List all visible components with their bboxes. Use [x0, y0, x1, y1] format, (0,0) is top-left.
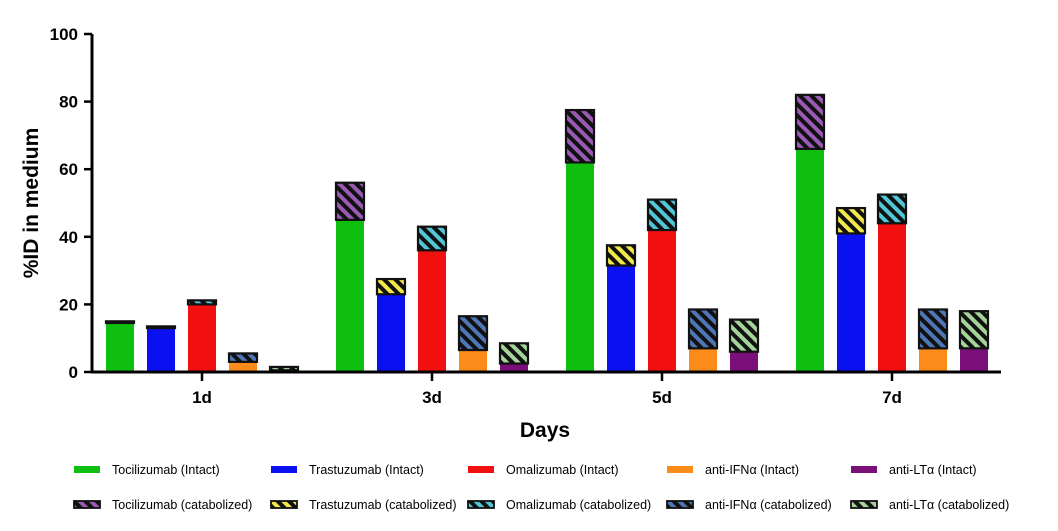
bar-intact-Tocilizumab-1d — [106, 322, 134, 372]
y-tick-label: 0 — [69, 363, 78, 382]
legend-swatch-intact — [271, 466, 297, 473]
legend-swatch-intact — [851, 466, 877, 473]
bar-catabolized-anti-IFNα-3d — [457, 315, 489, 352]
y-tick-label: 60 — [59, 160, 78, 179]
bar-catabolized-Trastuzumab-3d — [375, 277, 407, 296]
legend-label-intact: anti-IFNα (Intact) — [705, 463, 799, 477]
bar-intact-Omalizumab-3d — [418, 250, 446, 372]
bar-intact-Omalizumab-5d — [648, 230, 676, 372]
bar-intact-Omalizumab-1d — [188, 304, 216, 372]
bar-intact-anti-IFNα-5d — [689, 348, 717, 372]
legend-label-intact: Omalizumab (Intact) — [506, 463, 619, 477]
bar-intact-Trastuzumab-3d — [377, 294, 405, 372]
bar-intact-Tocilizumab-5d — [566, 162, 594, 372]
bar-catabolized-anti-LTα-3d — [498, 342, 530, 365]
bar-intact-anti-LTα-3d — [500, 363, 528, 372]
legend-swatch-catabolized — [850, 500, 878, 509]
bar-catabolized-Trastuzumab-7d — [835, 206, 867, 235]
bar-intact-Omalizumab-7d — [878, 223, 906, 372]
legend-label-catabolized: Trastuzumab (catabolized) — [309, 498, 457, 512]
bar-catabolized-Tocilizumab-7d — [794, 93, 826, 151]
legend-label-catabolized: Tocilizumab (catabolized) — [112, 498, 252, 512]
legend-swatch-catabolized — [73, 500, 101, 509]
bar-catabolized-Trastuzumab-1d — [145, 325, 177, 330]
legend-swatch-intact — [74, 466, 100, 473]
bar-catabolized-anti-IFNα-5d — [687, 308, 719, 350]
legend-swatch-catabolized — [666, 500, 694, 509]
legend-label-intact: Trastuzumab (Intact) — [309, 463, 424, 477]
x-axis-title: Days — [520, 419, 570, 442]
bar-catabolized-anti-IFNα-7d — [917, 308, 949, 350]
x-axis-ticks: 1d 3d 5d 7d — [192, 372, 902, 407]
legend-label-intact: Tocilizumab (Intact) — [112, 463, 220, 477]
legend-label-intact: anti-LTα (Intact) — [889, 463, 977, 477]
bar-intact-Trastuzumab-5d — [607, 265, 635, 372]
bar-intact-Tocilizumab-7d — [796, 148, 824, 372]
bar-intact-Trastuzumab-1d — [147, 328, 175, 372]
bar-catabolized-Trastuzumab-5d — [605, 244, 637, 267]
x-tick-label: 3d — [422, 388, 442, 407]
legend-label-catabolized: anti-LTα (catabolized) — [889, 498, 1009, 512]
bar-catabolized-Tocilizumab-3d — [334, 181, 366, 222]
bar-intact-Trastuzumab-7d — [837, 233, 865, 372]
bar-intact-Tocilizumab-3d — [336, 219, 364, 372]
bar-catabolized-Tocilizumab-1d — [104, 320, 136, 325]
x-tick-label: 5d — [652, 388, 672, 407]
y-tick-label: 40 — [59, 228, 78, 247]
y-axis-title: %ID in medium — [20, 128, 43, 279]
legend-swatch-intact — [468, 466, 494, 473]
bars-layer — [104, 93, 990, 372]
bar-catabolized-Omalizumab-1d — [186, 299, 218, 306]
bar-catabolized-Omalizumab-5d — [646, 198, 678, 232]
y-axis-ticks: 0 20 40 60 80 100 — [50, 25, 92, 382]
bar-catabolized-Omalizumab-7d — [876, 193, 908, 225]
legend-label-catabolized: anti-IFNα (catabolized) — [705, 498, 832, 512]
x-tick-label: 7d — [882, 388, 902, 407]
bar-intact-anti-IFNα-1d — [229, 361, 257, 372]
bar-intact-anti-IFNα-3d — [459, 350, 487, 372]
legend: Tocilizumab (Intact) Tocilizumab (catabol… — [73, 463, 1009, 512]
legend-swatch-intact — [667, 466, 693, 473]
bar-intact-anti-LTα-5d — [730, 351, 758, 372]
legend-label-catabolized: Omalizumab (catabolized) — [506, 498, 651, 512]
bar-catabolized-anti-IFNα-1d — [227, 352, 259, 363]
bar-intact-anti-IFNα-7d — [919, 348, 947, 372]
bar-intact-anti-LTα-7d — [960, 348, 988, 372]
y-tick-label: 20 — [59, 295, 78, 314]
bar-catabolized-anti-LTα-5d — [728, 318, 760, 353]
bar-catabolized-Tocilizumab-5d — [564, 108, 596, 164]
y-tick-label: 80 — [59, 93, 78, 112]
legend-swatch-catabolized — [270, 500, 298, 509]
y-tick-label: 100 — [50, 25, 78, 44]
bar-catabolized-anti-LTα-1d — [268, 365, 300, 372]
bar-catabolized-anti-LTα-7d — [958, 310, 990, 350]
x-tick-label: 1d — [192, 388, 212, 407]
legend-swatch-catabolized — [467, 500, 495, 509]
bar-catabolized-Omalizumab-3d — [416, 225, 448, 252]
